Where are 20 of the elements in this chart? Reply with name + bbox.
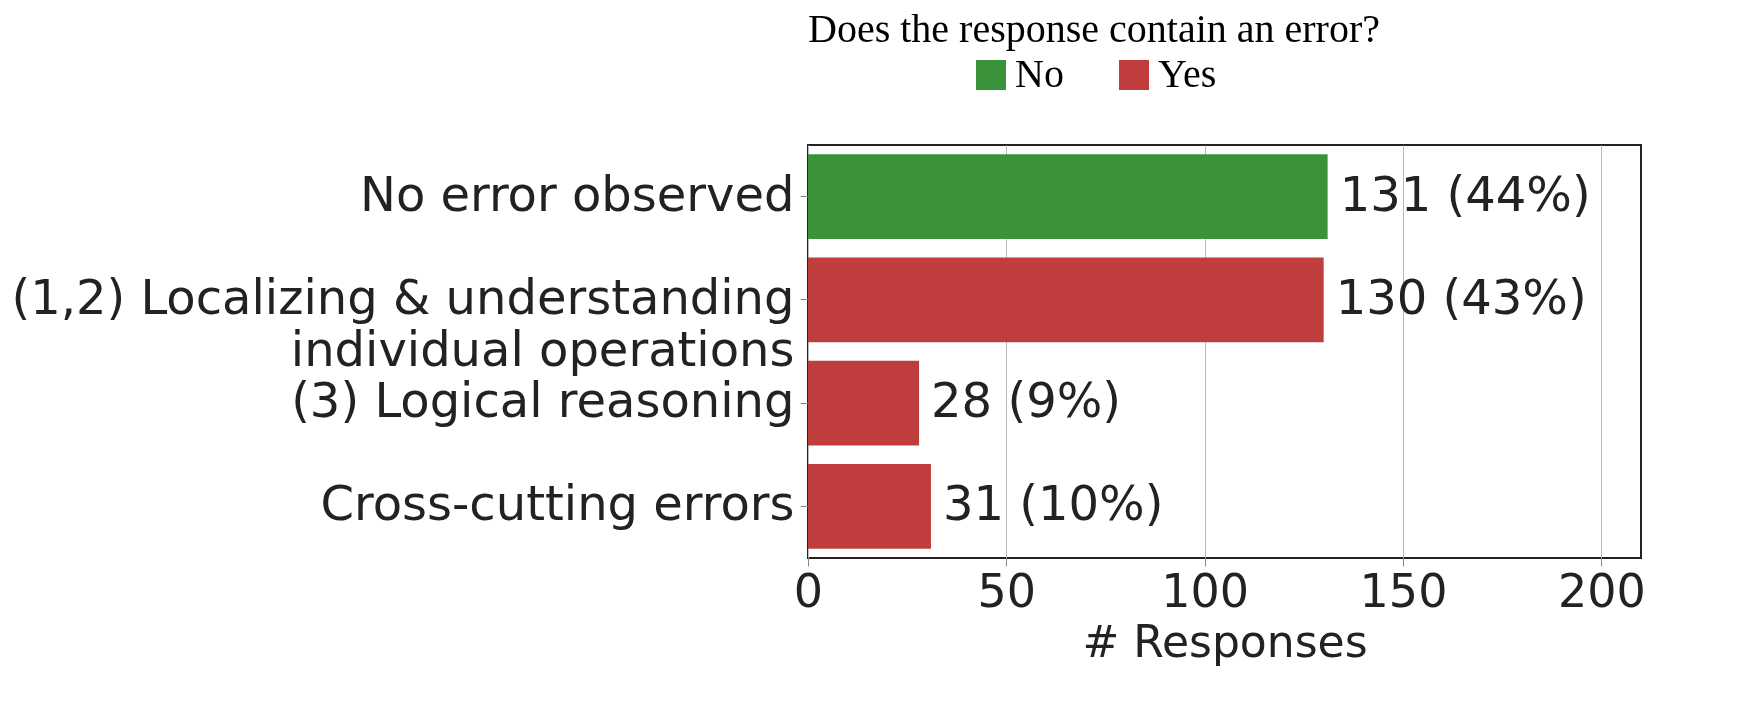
data-label: 31 (10%) bbox=[942, 475, 1164, 532]
bar bbox=[808, 154, 1328, 239]
x-tick-label: 0 bbox=[793, 563, 824, 618]
x-axis-title: # Responses bbox=[1082, 615, 1368, 667]
bar bbox=[808, 464, 931, 549]
bar bbox=[808, 360, 920, 446]
bar bbox=[808, 257, 1324, 343]
y-tick-label: (1,2) Localizing & understanding individual operations bbox=[11, 268, 795, 377]
x-tick-label: 50 bbox=[977, 563, 1037, 618]
x-tick-label: 200 bbox=[1557, 563, 1646, 618]
data-label: 131 (44%) bbox=[1339, 165, 1591, 222]
y-tick-label: Cross-cutting errors bbox=[320, 475, 795, 532]
data-label: 28 (9%) bbox=[931, 372, 1121, 429]
x-tick-label: 150 bbox=[1359, 563, 1448, 618]
legend-title: Does the response contain an error? bbox=[808, 6, 1380, 51]
data-label: 130 (43%) bbox=[1335, 268, 1587, 325]
legend-label: Yes bbox=[1158, 51, 1217, 96]
legend-label: No bbox=[1015, 51, 1064, 96]
y-tick-label: No error observed bbox=[359, 165, 795, 222]
x-tick-label: 100 bbox=[1161, 563, 1250, 618]
